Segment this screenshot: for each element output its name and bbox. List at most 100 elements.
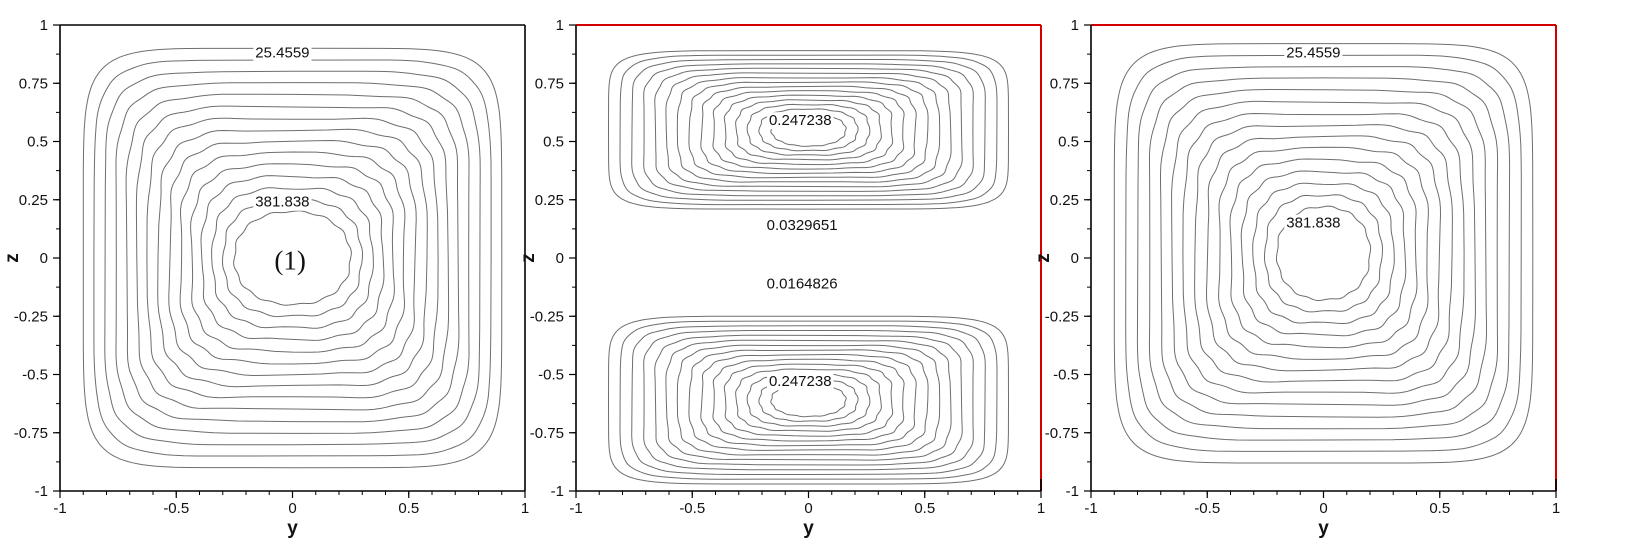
contour-line bbox=[168, 139, 417, 377]
contour-line bbox=[1263, 194, 1384, 313]
contour-line bbox=[735, 99, 882, 161]
contour-line bbox=[200, 175, 385, 341]
contour-line bbox=[82, 47, 503, 469]
y-tick-label: -0.75 bbox=[1045, 425, 1079, 442]
x-axis-title: y bbox=[287, 518, 298, 539]
contour-line bbox=[1194, 124, 1453, 383]
y-tick-label: -0.75 bbox=[530, 425, 564, 442]
contour-line bbox=[1171, 100, 1476, 406]
contour-line bbox=[1229, 158, 1418, 349]
contour-label-bg bbox=[766, 112, 834, 130]
contour-label: 381.838 bbox=[1286, 215, 1340, 232]
x-tick-label: -0.5 bbox=[163, 500, 189, 517]
contour-line bbox=[104, 70, 481, 446]
contour-line bbox=[619, 54, 998, 206]
x-axis-title: y bbox=[1318, 518, 1329, 539]
contour-label-bg bbox=[1284, 214, 1343, 232]
contour-line bbox=[723, 94, 894, 166]
contour-line bbox=[712, 90, 905, 170]
contour-label-bg bbox=[766, 373, 834, 391]
y-tick-label: -1 bbox=[1066, 483, 1079, 500]
x-tick-label: 1 bbox=[521, 500, 529, 517]
contour-label: 25.4559 bbox=[255, 45, 309, 62]
y-tick-label: 0.25 bbox=[1050, 192, 1079, 209]
contour-line bbox=[1252, 182, 1395, 324]
x-axis-title: y bbox=[803, 518, 814, 539]
contour-line bbox=[607, 315, 1010, 485]
contour-label: 0.0164826 bbox=[767, 275, 838, 292]
x-tick-label: 0 bbox=[288, 500, 296, 517]
contour-line bbox=[758, 108, 859, 152]
contour-line bbox=[1205, 135, 1442, 372]
contour-line bbox=[758, 378, 859, 422]
y-tick-label: -0.5 bbox=[22, 367, 48, 384]
contour-line bbox=[631, 59, 986, 201]
x-tick-label: -1 bbox=[569, 500, 582, 517]
contour-label-bg bbox=[253, 44, 312, 62]
contour-line bbox=[1160, 88, 1487, 418]
annotation-bg bbox=[271, 245, 309, 276]
contour-line bbox=[676, 77, 941, 183]
x-tick-label: -1 bbox=[1084, 500, 1097, 517]
contour-line bbox=[746, 373, 871, 427]
contour-label-bg bbox=[253, 193, 312, 211]
contour-line bbox=[700, 354, 917, 447]
x-tick-label: -0.5 bbox=[1194, 500, 1220, 517]
contour-line bbox=[643, 63, 974, 197]
contour-line bbox=[115, 82, 470, 434]
contour-line bbox=[233, 210, 352, 306]
contour-panel-2: -1 -0.5 0 0.5 1 -1 -0.75 -0.5 -0.25 0 0.25 0.5 0.75 1… bbox=[518, 17, 1045, 539]
contour-line bbox=[93, 59, 492, 457]
y-tick-label: 0 bbox=[556, 250, 564, 267]
contour-line bbox=[665, 72, 952, 188]
y-tick-label: 0 bbox=[1071, 250, 1079, 267]
contour-line bbox=[631, 325, 986, 475]
contour-line bbox=[125, 93, 460, 423]
y-tick-label: 0.75 bbox=[535, 75, 564, 92]
y-axis-title: z bbox=[2, 253, 23, 263]
x-tick-label: 0 bbox=[1319, 500, 1327, 517]
x-tick-label: 0.5 bbox=[914, 500, 935, 517]
contour-line bbox=[179, 151, 406, 365]
contour-line bbox=[746, 103, 871, 156]
contour-line bbox=[1113, 43, 1534, 464]
contour-label: 0.247238 bbox=[769, 112, 832, 129]
y-tick-label: -0.25 bbox=[1045, 308, 1079, 325]
y-tick-label: -0.5 bbox=[538, 367, 564, 384]
contour-line bbox=[654, 334, 963, 466]
y-tick-label: -0.25 bbox=[530, 308, 564, 325]
y-tick-label: -0.5 bbox=[1053, 367, 1079, 384]
contour-line bbox=[619, 320, 998, 480]
contour-line bbox=[1275, 205, 1372, 302]
contour-label-bg bbox=[764, 217, 840, 235]
y-tick-label: 1 bbox=[40, 17, 48, 34]
contour-line bbox=[676, 344, 941, 456]
x-tick-label: 0.5 bbox=[1429, 500, 1450, 517]
contour-line bbox=[190, 163, 395, 353]
contour-line bbox=[654, 67, 963, 192]
contour-label: 25.4559 bbox=[1286, 45, 1340, 62]
y-tick-label: -0.25 bbox=[14, 308, 48, 325]
contour-label: 381.838 bbox=[255, 194, 309, 211]
y-tick-label: -1 bbox=[551, 483, 564, 500]
contour-line bbox=[688, 81, 929, 179]
y-tick-label: 0.25 bbox=[19, 192, 48, 209]
contour-label: 0.247238 bbox=[769, 373, 832, 390]
y-tick-label: 0.5 bbox=[1058, 134, 1079, 151]
contour-label-bg bbox=[1284, 44, 1343, 62]
contour-line bbox=[700, 85, 917, 174]
y-tick-label: 0.75 bbox=[19, 75, 48, 92]
y-tick-label: -1 bbox=[35, 483, 48, 500]
x-tick-label: 1 bbox=[1037, 500, 1045, 517]
contour-label: 0.0329651 bbox=[767, 217, 838, 234]
contour-line bbox=[1218, 146, 1429, 360]
contour-line bbox=[712, 358, 905, 442]
contour-line bbox=[665, 339, 952, 461]
contour-line bbox=[1240, 170, 1407, 337]
y-tick-label: 1 bbox=[556, 17, 564, 34]
contour-line bbox=[1136, 66, 1511, 441]
x-tick-label: -1 bbox=[53, 500, 66, 517]
y-tick-label: 1 bbox=[1071, 17, 1079, 34]
contour-line bbox=[221, 198, 364, 318]
